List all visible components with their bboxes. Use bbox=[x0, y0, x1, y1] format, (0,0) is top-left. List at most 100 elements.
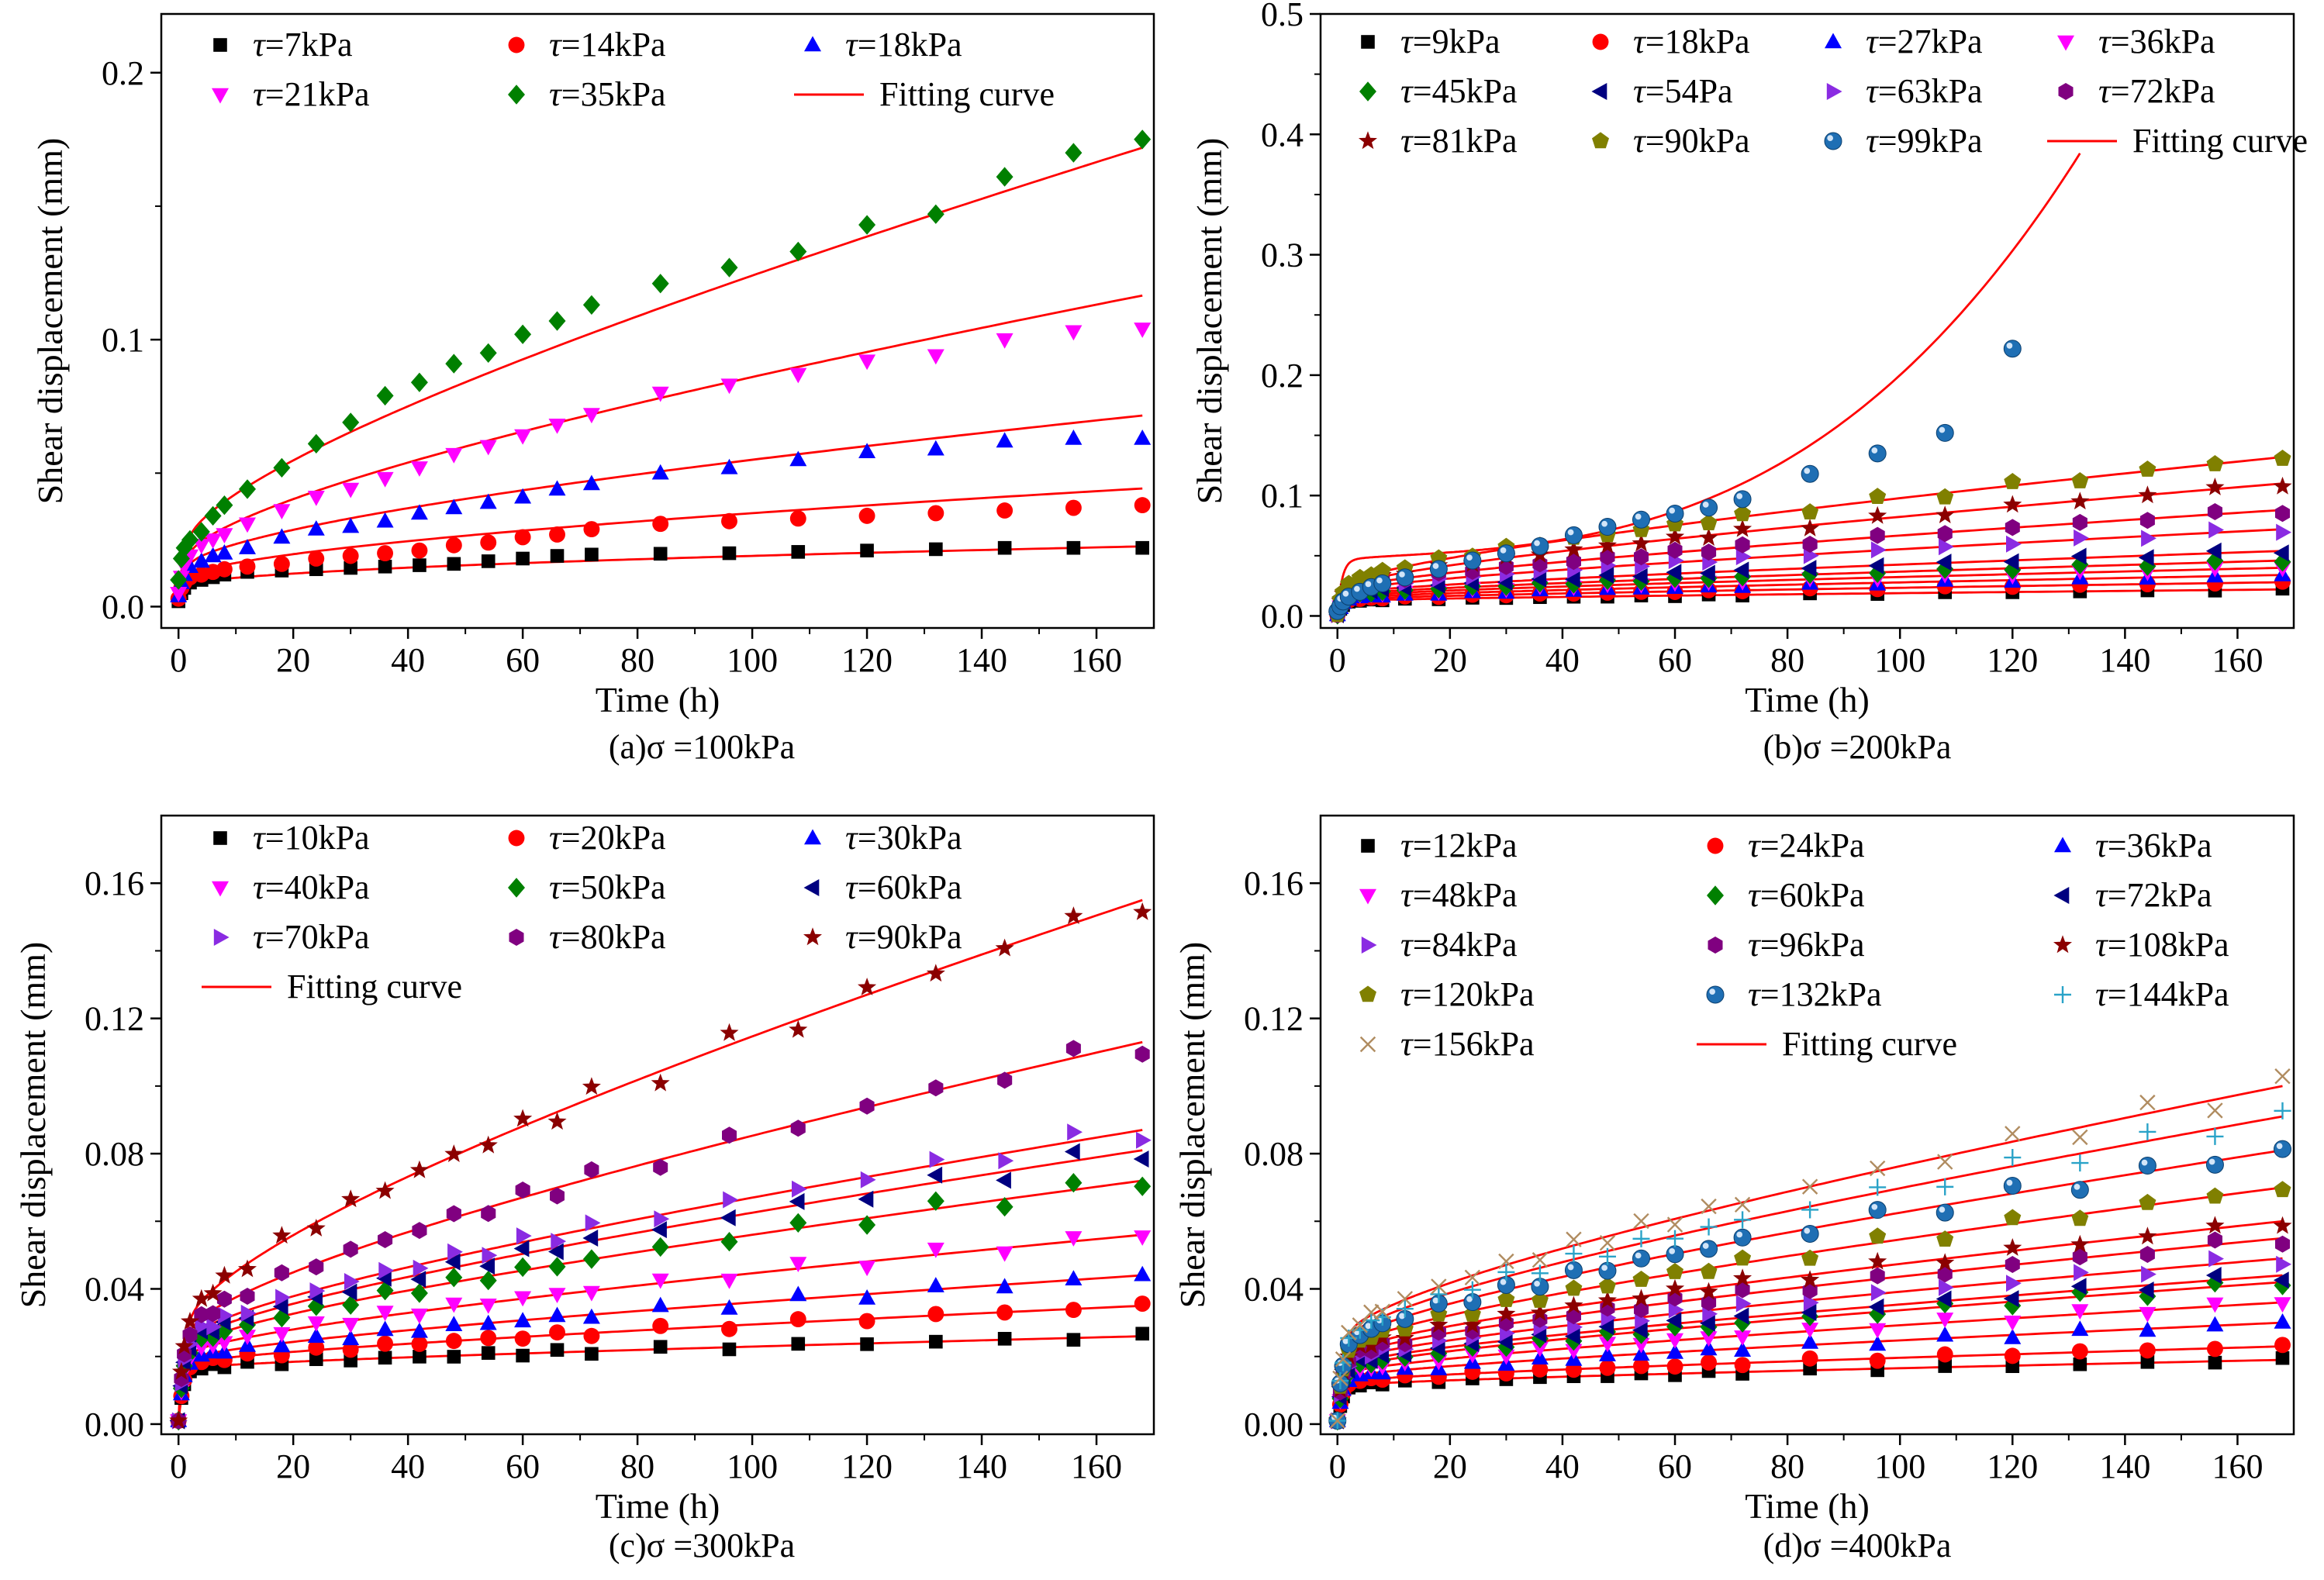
data-point-tau-50kpa bbox=[342, 1295, 360, 1315]
data-point-tau-21kpa bbox=[342, 482, 360, 498]
data-point-tau-144kpa bbox=[1396, 1300, 1414, 1318]
data-point-tau-90kpa bbox=[2139, 461, 2157, 477]
data-point-tau-120kpa bbox=[1531, 1292, 1549, 1308]
legend-label: τ=10kPa bbox=[253, 819, 370, 857]
data-point-tau-14kpa bbox=[1134, 497, 1151, 514]
data-point-tau-90kpa bbox=[513, 1109, 533, 1127]
data-point-tau-90kpa bbox=[203, 1283, 223, 1302]
data-point-tau-72kpa bbox=[2072, 513, 2087, 531]
legend-marker-tau-54pa bbox=[1591, 83, 1607, 100]
data-point-tau-90kpa bbox=[2274, 450, 2291, 466]
data-point-tau-70kpa bbox=[998, 1152, 1014, 1170]
data-point-tau-132kpa bbox=[1463, 1293, 1482, 1312]
data-point-tau-36kpa bbox=[1666, 1344, 1683, 1359]
data-point-tau-40kpa bbox=[927, 1242, 944, 1258]
series-tau-90kpa bbox=[169, 902, 1152, 1429]
data-point-tau-20kpa bbox=[1065, 1302, 1082, 1319]
data-point-tau-156kpa bbox=[1666, 1216, 1683, 1233]
data-point-tau-45kpa bbox=[1734, 567, 1752, 587]
data-point-tau-70kpa bbox=[723, 1191, 738, 1209]
data-point-tau-10kpa bbox=[447, 1350, 461, 1364]
legend-marker-tau-156kpa bbox=[1359, 1036, 1376, 1053]
data-point-tau-24kpa bbox=[2071, 1343, 2088, 1360]
data-point-tau-35kpa bbox=[273, 457, 291, 478]
data-point-tau-54pa bbox=[1733, 561, 1749, 579]
x-tick-label: 160 bbox=[2212, 641, 2263, 679]
data-point-tau-54pa bbox=[2273, 544, 2289, 562]
data-point-tau-108kpa bbox=[2070, 1234, 2090, 1253]
data-point-tau-14kpa bbox=[445, 536, 462, 554]
legend-label: τ=35kPa bbox=[549, 75, 666, 113]
legend-label: τ=72kPa bbox=[2095, 876, 2212, 914]
data-point-tau-21kpa bbox=[410, 461, 428, 477]
data-point-tau-72kpa bbox=[1497, 1333, 1513, 1351]
legend-item-tau-144kpa: τ=144kPa bbox=[2054, 975, 2229, 1013]
data-point-tau-50kpa bbox=[307, 1296, 325, 1316]
x-tick-label: 40 bbox=[391, 1447, 425, 1485]
data-point-tau-132kpa bbox=[1598, 1261, 1617, 1280]
data-point-tau-80kpa bbox=[182, 1326, 198, 1344]
data-point-tau-90kpa bbox=[375, 1181, 395, 1199]
y-tick-label: 0.12 bbox=[85, 1000, 144, 1038]
data-point-tau-90kpa bbox=[995, 938, 1014, 957]
plot-frame bbox=[1319, 12, 2295, 630]
data-point-tau-35kpa bbox=[582, 295, 600, 315]
legend-marker-tau-60kpa bbox=[803, 879, 820, 896]
data-point-tau-132kpa bbox=[2070, 1181, 2089, 1199]
panel-c-sigma-300kpa: 0 20 40 60 80 100 120 140 160 0.00 0.04 0.08 0.12 0.1… bbox=[13, 814, 1155, 1564]
data-point-tau-108kpa bbox=[1429, 1315, 1449, 1333]
data-point-tau-144kpa bbox=[1869, 1178, 1887, 1196]
data-point-tau-21kpa bbox=[216, 528, 233, 543]
data-point-tau-50kpa bbox=[651, 1237, 669, 1257]
data-point-tau-96kpa bbox=[2207, 1231, 2222, 1249]
y-axis: 0.0 0.1 0.2 0.3 0.4 0.5 bbox=[1261, 0, 1321, 635]
panel-b-sigma-200kpa: 0 20 40 60 80 100 120 140 160 0.0 0.1 0.2 0.3 0.4 0.5 T… bbox=[1190, 0, 2308, 766]
data-point-tau-156kpa bbox=[1801, 1178, 1818, 1195]
data-point-tau-36kpa bbox=[2139, 1321, 2157, 1337]
data-point-tau-36kpa bbox=[1801, 1333, 1819, 1349]
data-point-tau-60kpa bbox=[789, 1192, 805, 1210]
y-axis: 0.00 0.04 0.08 0.12 0.16 bbox=[1244, 864, 1321, 1444]
legend-marker-tau-72kpa bbox=[2058, 83, 2074, 100]
data-point-tau-144kpa bbox=[1666, 1230, 1684, 1247]
data-point-tau-20kpa bbox=[858, 1313, 875, 1330]
data-point-tau-30kpa bbox=[1134, 1265, 1152, 1282]
legend-marker-tau-20kpa bbox=[508, 830, 525, 847]
data-point-tau-70kpa bbox=[309, 1282, 326, 1300]
data-point-tau-35kpa bbox=[175, 538, 193, 558]
legend-label: τ=90kPa bbox=[1633, 122, 1750, 160]
data-point-tau-10kpa bbox=[344, 1354, 357, 1368]
data-point-tau-35kpa bbox=[307, 433, 325, 454]
panel-a-sigma-100kpa: 0 20 40 60 80 100 120 140 160 0.0 0.1 0.2 Time (h) Sh… bbox=[30, 12, 1155, 766]
data-point-tau-60kpa bbox=[272, 1298, 288, 1316]
legend-marker-tau-36kpa bbox=[2054, 837, 2071, 853]
data-point-tau-90kpa bbox=[858, 978, 877, 995]
data-point-tau-132kpa bbox=[2273, 1140, 2291, 1158]
data-point-tau-80kpa bbox=[205, 1305, 221, 1323]
x-tick-label: 140 bbox=[956, 1447, 1007, 1485]
data-point-tau-99kpa bbox=[1666, 504, 1684, 523]
data-point-tau-90kpa bbox=[1133, 902, 1152, 920]
data-point-tau-108kpa bbox=[1801, 1270, 1820, 1288]
data-point-tau-50kpa bbox=[514, 1257, 532, 1278]
x-axis-label: Time (h) bbox=[1745, 680, 1870, 719]
data-point-tau-60kpa bbox=[927, 1166, 943, 1184]
legend-item-tau-84kpa: τ=84kPa bbox=[1361, 926, 1518, 964]
data-point-tau-18kpa bbox=[1134, 429, 1152, 445]
data-point-tau-81kpa bbox=[1699, 528, 1718, 546]
legend-label: τ=24kPa bbox=[1748, 826, 1865, 864]
data-point-tau-72kpa bbox=[2005, 519, 2020, 536]
data-point-tau-18kpa bbox=[858, 443, 876, 458]
legend-label: τ=50kPa bbox=[549, 868, 666, 906]
y-axis-label: Shear displacement (mm) bbox=[13, 942, 53, 1309]
data-point-tau-90kpa bbox=[926, 964, 945, 982]
data-point-tau-144kpa bbox=[1936, 1178, 1954, 1195]
legend-item-tau-81kpa: τ=81kPa bbox=[1359, 122, 1518, 160]
data-point-tau-35kpa bbox=[445, 354, 463, 374]
data-point-tau-99kpa bbox=[1463, 551, 1482, 570]
data-point-tau-90kpa bbox=[582, 1077, 601, 1095]
data-point-tau-72kpa bbox=[2138, 1282, 2154, 1299]
data-point-tau-54pa bbox=[2003, 553, 2019, 571]
legend-marker-tau-21kpa bbox=[212, 88, 229, 104]
data-point-tau-63kpa bbox=[2074, 529, 2089, 547]
